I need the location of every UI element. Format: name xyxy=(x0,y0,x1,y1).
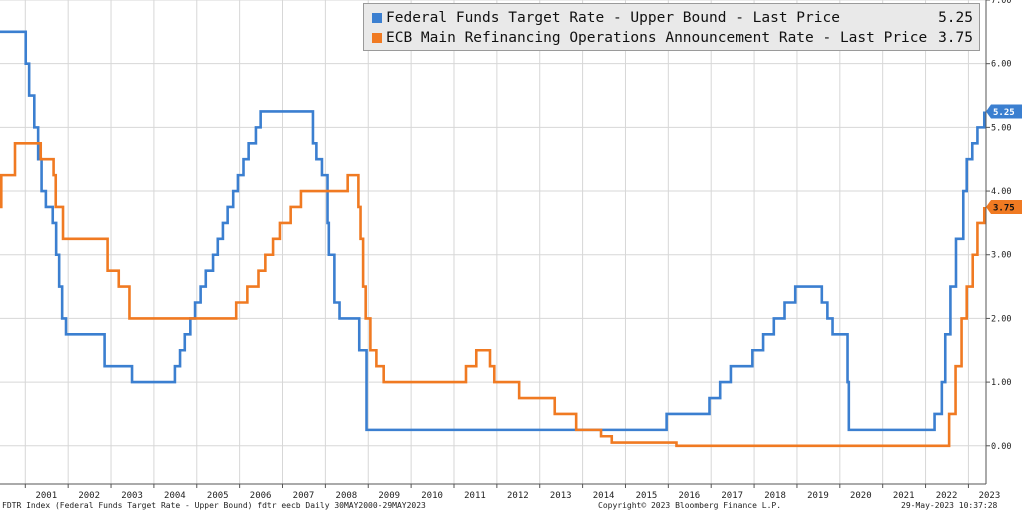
x-tick-label: 2014 xyxy=(593,491,615,501)
series-line-fedfunds xyxy=(0,30,986,432)
x-tick-label: 2016 xyxy=(678,491,700,501)
y-tick-label: 1.00 xyxy=(991,378,1011,388)
legend-item-ecb: ECB Main Refinancing Operations Announce… xyxy=(372,28,973,48)
x-tick-label: 2011 xyxy=(464,491,486,501)
legend-swatch-fedfunds-icon xyxy=(372,13,382,23)
last-price-tag: 5.25 xyxy=(986,104,1022,119)
x-tick-label: 2013 xyxy=(550,491,572,501)
last-price-tag-shape xyxy=(986,104,1022,119)
legend-label: ECB Main Refinancing Operations Announce… xyxy=(386,30,928,46)
x-tick-label: 2004 xyxy=(164,491,186,501)
plot-background xyxy=(0,0,986,484)
legend: Federal Funds Target Rate - Upper Bound … xyxy=(363,3,980,51)
y-tick-label: 2.00 xyxy=(991,314,1011,324)
last-price-label: 5.25 xyxy=(993,108,1015,118)
footer-copyright: Copyright© 2023 Bloomberg Finance L.P. xyxy=(598,501,782,510)
axes: 0.00 1.00 2.00 3.00 4.00 5.00 6.00 7.00 2001 2002… xyxy=(0,0,1022,501)
x-tick-label: 2005 xyxy=(207,491,229,501)
last-price-tag: 3.75 xyxy=(986,199,1022,214)
x-tick-label: 2020 xyxy=(850,491,872,501)
series-layer xyxy=(0,30,986,448)
legend-swatch-ecb-icon xyxy=(372,33,382,43)
x-tick-label: 2023 xyxy=(979,491,1001,501)
x-tick-label: 2001 xyxy=(35,491,57,501)
y-tick-label: 7.00 xyxy=(991,0,1011,6)
last-price-tag-shape xyxy=(986,199,1022,214)
y-tick-label: 6.00 xyxy=(991,60,1011,70)
footer-timestamp: 29-May-2023 10:37:28 xyxy=(901,501,998,510)
y-tick-label: 4.00 xyxy=(991,187,1011,197)
x-tick-label: 2018 xyxy=(764,491,786,501)
legend-value: 3.75 xyxy=(938,30,973,46)
x-tick-label: 2002 xyxy=(78,491,100,501)
x-tick-label: 2003 xyxy=(121,491,143,501)
y-tick-label: 0.00 xyxy=(991,442,1011,452)
x-tick-label: 2009 xyxy=(378,491,400,501)
x-tick-label: 2015 xyxy=(636,491,658,501)
x-tick-label: 2017 xyxy=(721,491,743,501)
x-tick-label: 2019 xyxy=(807,491,829,501)
x-tick-label: 2006 xyxy=(250,491,272,501)
x-tick-label: 2012 xyxy=(507,491,529,501)
x-tick-label: 2008 xyxy=(336,491,358,501)
legend-item-fedfunds: Federal Funds Target Rate - Upper Bound … xyxy=(372,8,973,28)
last-price-label: 3.75 xyxy=(993,203,1015,213)
y-tick-label: 5.00 xyxy=(991,123,1011,133)
x-tick-label: 2010 xyxy=(421,491,443,501)
footer-source: FDTR Index (Federal Funds Target Rate - … xyxy=(2,501,426,510)
footer: FDTR Index (Federal Funds Target Rate - … xyxy=(0,500,1024,513)
series-line-ecb xyxy=(0,141,986,448)
x-tick-label: 2022 xyxy=(936,491,958,501)
y-tick-label: 3.00 xyxy=(991,251,1011,261)
legend-label: Federal Funds Target Rate - Upper Bound … xyxy=(386,10,840,26)
legend-value: 5.25 xyxy=(938,10,973,26)
grid xyxy=(0,0,986,484)
x-tick-label: 2021 xyxy=(893,491,915,501)
x-tick-label: 2007 xyxy=(293,491,315,501)
